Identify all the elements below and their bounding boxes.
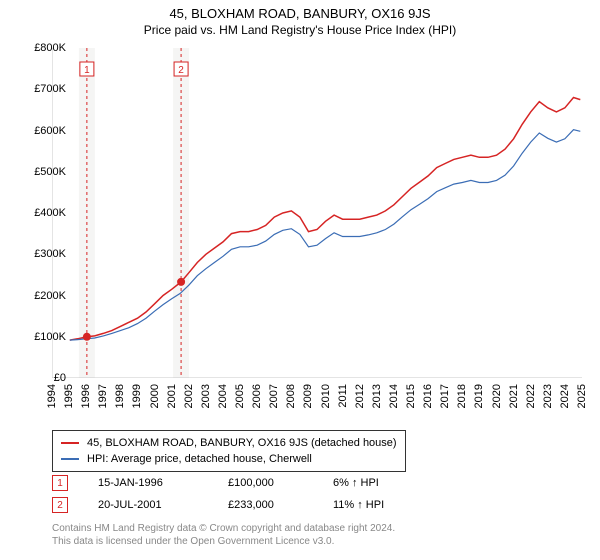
x-tick-label: 2014 — [388, 384, 400, 408]
x-tick-label: 2006 — [251, 384, 263, 408]
x-tick-label: 2018 — [456, 384, 468, 408]
x-tick-label: 2020 — [491, 384, 503, 408]
y-tick-label: £800K — [16, 42, 66, 54]
legend: 45, BLOXHAM ROAD, BANBURY, OX16 9JS (det… — [52, 430, 406, 472]
sale-delta: 11% ↑ HPI — [333, 499, 413, 511]
legend-item: 45, BLOXHAM ROAD, BANBURY, OX16 9JS (det… — [61, 435, 397, 451]
y-tick-label: £600K — [16, 125, 66, 137]
legend-swatch — [61, 442, 79, 444]
x-tick-label: 2024 — [559, 384, 571, 408]
svg-text:2: 2 — [178, 65, 184, 76]
sale-price: £100,000 — [228, 477, 333, 489]
sale-marker-icon: 1 — [52, 475, 68, 491]
footer: Contains HM Land Registry data © Crown c… — [52, 522, 395, 548]
sale-date: 15-JAN-1996 — [98, 477, 228, 489]
chart-subtitle: Price paid vs. HM Land Registry's House … — [0, 21, 600, 41]
x-tick-label: 2008 — [285, 384, 297, 408]
legend-label: HPI: Average price, detached house, Cher… — [87, 451, 312, 467]
x-tick-label: 2002 — [183, 384, 195, 408]
footer-line: This data is licensed under the Open Gov… — [52, 535, 395, 548]
legend-item: HPI: Average price, detached house, Cher… — [61, 451, 397, 467]
sale-price: £233,000 — [228, 499, 333, 511]
x-tick-label: 2021 — [508, 384, 520, 408]
svg-text:1: 1 — [84, 65, 90, 76]
x-tick-label: 2003 — [200, 384, 212, 408]
x-tick-label: 2012 — [354, 384, 366, 408]
y-tick-label: £400K — [16, 207, 66, 219]
sales-row: 1 15-JAN-1996 £100,000 6% ↑ HPI — [52, 472, 413, 494]
sale-marker-icon: 2 — [52, 497, 68, 513]
legend-swatch — [61, 458, 79, 460]
x-tick-label: 2005 — [234, 384, 246, 408]
x-tick-label: 2001 — [166, 384, 178, 408]
sales-row: 2 20-JUL-2001 £233,000 11% ↑ HPI — [52, 494, 413, 516]
x-tick-label: 2015 — [405, 384, 417, 408]
x-tick-label: 1996 — [80, 384, 92, 408]
x-tick-label: 1995 — [63, 384, 75, 408]
y-tick-label: £0 — [16, 372, 66, 384]
x-tick-label: 2016 — [422, 384, 434, 408]
y-tick-label: £700K — [16, 83, 66, 95]
chart-title: 45, BLOXHAM ROAD, BANBURY, OX16 9JS — [0, 0, 600, 21]
y-tick-label: £500K — [16, 166, 66, 178]
y-tick-label: £200K — [16, 290, 66, 302]
x-tick-label: 1999 — [131, 384, 143, 408]
x-tick-label: 1994 — [46, 384, 58, 408]
x-tick-label: 2019 — [473, 384, 485, 408]
x-tick-label: 2009 — [302, 384, 314, 408]
x-tick-label: 2025 — [576, 384, 588, 408]
footer-line: Contains HM Land Registry data © Crown c… — [52, 522, 395, 535]
x-tick-label: 2000 — [149, 384, 161, 408]
y-tick-label: £100K — [16, 331, 66, 343]
x-tick-label: 2022 — [525, 384, 537, 408]
chart-svg: 12 — [52, 48, 582, 378]
x-tick-label: 1997 — [97, 384, 109, 408]
y-tick-label: £300K — [16, 248, 66, 260]
chart-plot-area: 12 — [52, 48, 582, 378]
legend-label: 45, BLOXHAM ROAD, BANBURY, OX16 9JS (det… — [87, 435, 397, 451]
x-tick-label: 2007 — [268, 384, 280, 408]
x-tick-label: 2011 — [337, 384, 349, 408]
sale-date: 20-JUL-2001 — [98, 499, 228, 511]
x-tick-label: 2013 — [371, 384, 383, 408]
x-tick-label: 2010 — [320, 384, 332, 408]
chart-container: 45, BLOXHAM ROAD, BANBURY, OX16 9JS Pric… — [0, 0, 600, 560]
x-tick-label: 2017 — [439, 384, 451, 408]
sale-delta: 6% ↑ HPI — [333, 477, 413, 489]
sales-table: 1 15-JAN-1996 £100,000 6% ↑ HPI 2 20-JUL… — [52, 472, 413, 516]
x-tick-label: 2004 — [217, 384, 229, 408]
x-tick-label: 2023 — [542, 384, 554, 408]
x-tick-label: 1998 — [114, 384, 126, 408]
